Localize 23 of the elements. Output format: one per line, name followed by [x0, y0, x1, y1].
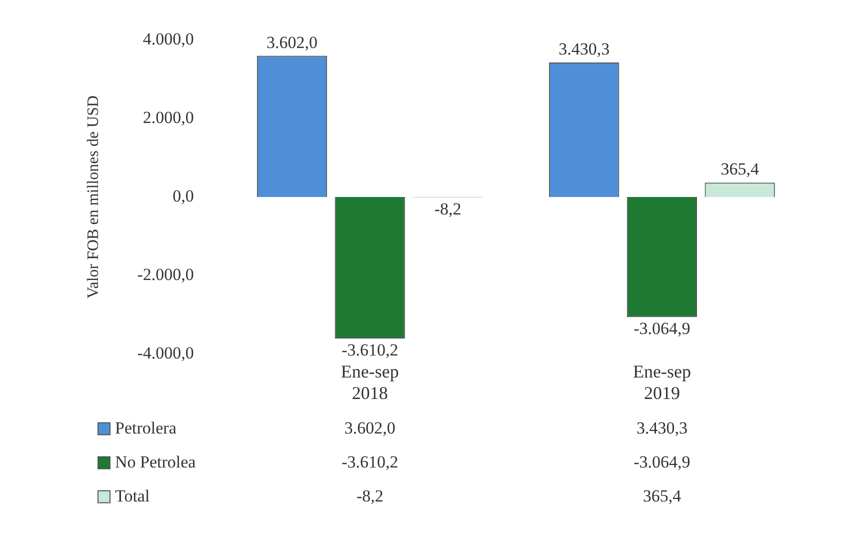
data-label: 365,4	[642, 486, 682, 506]
x-tick-label: Ene-sep 2018	[340, 361, 399, 403]
y-tick-label: 2.000,0	[142, 108, 194, 128]
data-label: 3.430,3	[636, 418, 688, 438]
y-tick-label: 4.000,0	[142, 30, 194, 49]
x-tick-label: Ene-sep 2019	[632, 361, 691, 403]
text: 3.602,0	[266, 32, 318, 52]
y-axis-title: Valor FOB en millones de USD	[84, 95, 102, 299]
legend-label: No Petrolea	[115, 452, 196, 472]
y-tick-label: -2.000,0	[137, 264, 194, 284]
text: 3.430,3	[558, 40, 610, 58]
data-label: -3.610,2	[342, 452, 398, 472]
data-label: -8,2	[356, 486, 384, 506]
text: -8,2	[434, 199, 462, 218]
legend-label: Petrolera	[115, 418, 177, 438]
text: -3.064,9	[634, 319, 690, 338]
legend-label: Total	[115, 486, 150, 506]
y-tick-label: 0,0	[172, 186, 194, 206]
y-tick-label: -4.000,0	[137, 343, 194, 362]
data-label: -3.064,9	[634, 452, 690, 472]
data-label: 3.602,0	[344, 418, 396, 438]
text: 365,4	[720, 160, 759, 179]
text: -3.610,2	[342, 340, 398, 360]
